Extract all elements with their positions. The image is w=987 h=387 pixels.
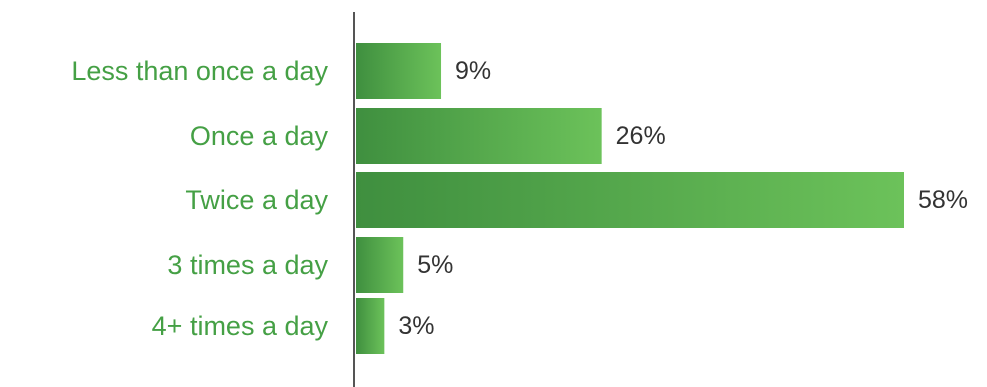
value-label-once-a-day: 26% bbox=[616, 122, 666, 150]
bars-group bbox=[356, 43, 904, 354]
bar-once-a-day bbox=[356, 108, 602, 164]
value-label-twice-a-day: 58% bbox=[918, 186, 968, 214]
bar-4plus-times-a-day bbox=[356, 298, 385, 354]
bar-3-times-a-day bbox=[356, 237, 404, 293]
bar-less-than-once-a-day bbox=[356, 43, 442, 99]
category-labels-group: Less than once a day Once a day Twice a da… bbox=[71, 56, 328, 341]
value-label-less-than-once-a-day: 9% bbox=[455, 57, 491, 85]
category-label-3-times-a-day: 3 times a day bbox=[167, 250, 328, 280]
category-label-less-than-once-a-day: Less than once a day bbox=[71, 56, 328, 86]
value-label-4plus-times-a-day: 3% bbox=[398, 312, 434, 340]
bar-twice-a-day bbox=[356, 172, 904, 228]
value-labels-group: 9% 26% 58% 5% 3% bbox=[398, 57, 968, 340]
value-label-3-times-a-day: 5% bbox=[417, 251, 453, 279]
category-label-4plus-times-a-day: 4+ times a day bbox=[152, 311, 329, 341]
category-label-once-a-day: Once a day bbox=[190, 121, 329, 151]
category-label-twice-a-day: Twice a day bbox=[185, 185, 328, 215]
